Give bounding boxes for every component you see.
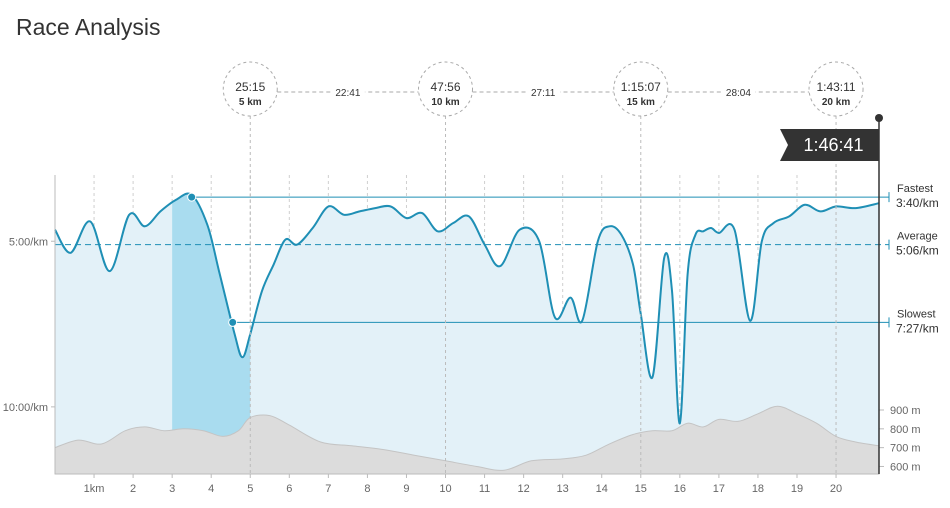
- split-circle: [418, 61, 474, 117]
- x-tick-label: 7: [325, 483, 331, 495]
- split-distance: 5 km: [239, 97, 262, 108]
- x-tick-label: 3: [169, 483, 175, 495]
- x-tick-label: 15: [635, 483, 647, 495]
- pace-tick-label: 5:00/km: [9, 236, 48, 248]
- x-tick-label: 13: [557, 483, 569, 495]
- elevation-profile: [54, 405, 880, 475]
- elevation-area: [54, 405, 880, 475]
- segment-label-bg: [721, 85, 756, 99]
- split-distance: 20 km: [822, 97, 850, 108]
- x-tick-label: 2: [130, 483, 136, 495]
- split-time: 1:43:11: [816, 80, 855, 94]
- reference-value-average: 5:06/km: [896, 244, 939, 258]
- axes: 1km 2 3 4 5 6 7 8 9 10 11 12 13 14 15 16 17 18 19 20 5:00/km…: [3, 175, 921, 495]
- pace-area: [55, 193, 879, 474]
- reference-label-slowest: Slowest: [897, 308, 936, 320]
- reference-value-slowest: 7:27/km: [896, 321, 939, 335]
- slowest-marker: [228, 317, 238, 327]
- x-tick-label: 10: [439, 483, 451, 495]
- split-distance: 15 km: [627, 97, 655, 108]
- split-markers: 25:15 5 km 22:41 47:56 10 km 27:11 1:15:07 15 k…: [222, 61, 864, 474]
- page-title: Race Analysis: [16, 14, 161, 40]
- split-circle: [613, 61, 669, 117]
- x-tick-label: 11: [479, 483, 490, 495]
- x-tick-label: 12: [518, 483, 530, 495]
- x-tick-label: 1km: [84, 483, 105, 495]
- pace-line-group: [54, 192, 880, 425]
- reference-value-fastest: 3:40/km: [896, 196, 939, 210]
- segment-label-bg: [330, 85, 365, 99]
- finish-flag: 1:46:41: [780, 114, 883, 474]
- split-circle: [222, 61, 278, 117]
- reference-label-average: Average: [897, 231, 938, 243]
- split-time: 1:15:07: [621, 80, 661, 94]
- split-distance: 10 km: [431, 97, 459, 108]
- segment-time: 22:41: [335, 88, 360, 99]
- reference-label-fastest: Fastest: [897, 183, 933, 195]
- split-time: 47:56: [431, 80, 461, 94]
- finish-pole-cap: [875, 114, 883, 122]
- elevation-tick-label: 800 m: [890, 424, 921, 436]
- split-circle: [808, 61, 864, 117]
- x-tick-label: 14: [596, 483, 608, 495]
- x-tick-label: 17: [713, 483, 725, 495]
- pace-line: [54, 192, 880, 425]
- segment-time: 27:11: [531, 88, 556, 99]
- pace-tick-label: 10:00/km: [3, 402, 48, 414]
- finish-flag-shape: [780, 129, 879, 161]
- elevation-tick-label: 600 m: [890, 461, 921, 473]
- x-tick-label: 8: [364, 483, 370, 495]
- x-tick-label: 20: [830, 483, 842, 495]
- fastest-segment-highlight: [172, 193, 251, 474]
- fastest-marker: [187, 192, 197, 202]
- x-tick-label: 19: [791, 483, 803, 495]
- x-tick-label: 18: [752, 483, 764, 495]
- segment-time: 28:04: [726, 88, 751, 99]
- x-tick-label: 6: [286, 483, 292, 495]
- pace-area-fill: [55, 193, 879, 474]
- split-time: 25:15: [235, 80, 265, 94]
- x-tick-label: 9: [403, 483, 409, 495]
- x-tick-label: 16: [674, 483, 686, 495]
- finish-time: 1:46:41: [803, 135, 863, 155]
- elevation-tick-label: 700 m: [890, 443, 921, 455]
- x-tick-label: 4: [208, 483, 214, 495]
- x-tick-label: 5: [247, 483, 253, 495]
- elevation-tick-label: 900 m: [890, 405, 921, 417]
- segment-label-bg: [526, 85, 561, 99]
